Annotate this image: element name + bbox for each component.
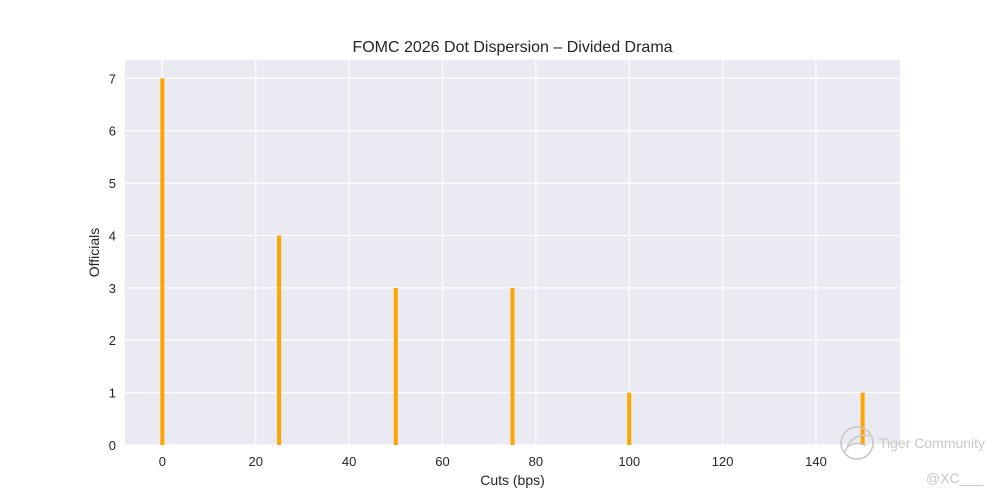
y-tick-label: 7 [109,71,116,86]
x-tick-label: 120 [712,454,734,469]
x-axis-label: Cuts (bps) [480,472,545,488]
y-tick-label: 5 [109,176,116,191]
x-tick-label: 80 [529,454,543,469]
x-tick-label: 100 [618,454,640,469]
watermark-brand: Tiger Community [879,435,985,451]
x-tick-label: 20 [248,454,262,469]
y-tick-labels: 0 1 2 3 4 5 6 7 [109,71,116,453]
y-tick-label: 1 [109,386,116,401]
y-tick-label: 0 [109,438,116,453]
bar [860,392,865,445]
x-tick-label: 0 [159,454,166,469]
watermark: Tiger Community @XC___ [840,426,985,486]
bar [160,78,165,445]
bar [510,287,515,445]
bar [277,235,282,445]
chart-title: FOMC 2026 Dot Dispersion – Divided Drama [352,39,672,56]
bars [160,78,865,445]
bar [627,392,632,445]
y-tick-label: 4 [109,228,116,243]
watermark-handle: @XC___ [926,470,983,486]
bar [393,287,398,445]
x-tick-label: 140 [805,454,827,469]
y-axis-label: Officials [86,228,102,278]
tiger-logo-icon [840,426,874,460]
x-tick-labels: 0 20 40 60 80 100 120 140 [159,454,827,469]
x-tick-label: 40 [342,454,356,469]
y-tick-label: 6 [109,124,116,139]
y-tick-label: 3 [109,281,116,296]
x-tick-label: 60 [435,454,449,469]
y-tick-label: 2 [109,333,116,348]
